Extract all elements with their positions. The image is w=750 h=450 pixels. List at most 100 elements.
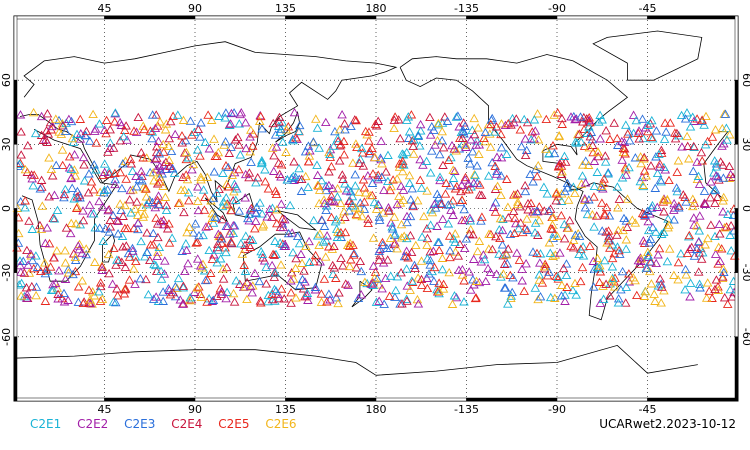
- occultation-marker: [289, 157, 299, 166]
- occultation-marker: [229, 108, 239, 117]
- occultation-marker: [718, 207, 728, 216]
- occultation-marker: [498, 269, 509, 278]
- occultation-marker: [63, 268, 74, 277]
- occultation-marker: [520, 180, 530, 190]
- occultation-marker: [622, 222, 632, 231]
- occultation-marker: [364, 136, 374, 145]
- occultation-marker: [697, 115, 707, 124]
- occultation-marker: [559, 219, 570, 229]
- occultation-marker: [308, 137, 319, 146]
- occultation-marker: [673, 257, 684, 267]
- occultation-marker: [485, 142, 496, 151]
- occultation-marker: [312, 170, 323, 179]
- occultation-marker: [168, 287, 178, 297]
- occultation-marker: [396, 267, 406, 277]
- occultation-marker: [188, 159, 199, 169]
- occultation-marker: [272, 204, 282, 214]
- occultation-marker: [331, 273, 341, 282]
- occultation-marker: [551, 195, 561, 205]
- occultation-marker: [74, 244, 84, 254]
- occultation-marker: [51, 160, 61, 169]
- frame-bar-left: [13, 208, 18, 273]
- occultation-marker: [228, 288, 239, 298]
- occultation-marker: [523, 198, 533, 208]
- occultation-marker: [91, 138, 102, 147]
- occultation-marker: [133, 112, 144, 122]
- occultation-marker: [318, 237, 329, 246]
- occultation-marker: [312, 160, 322, 169]
- occultation-marker: [288, 135, 298, 145]
- occultation-marker: [362, 278, 372, 288]
- occultation-marker: [232, 184, 242, 193]
- occultation-marker: [118, 242, 128, 251]
- occultation-marker: [357, 143, 367, 153]
- occultation-marker: [276, 124, 286, 133]
- occultation-marker: [446, 205, 456, 214]
- occultation-marker: [198, 185, 209, 194]
- occultation-marker: [497, 240, 508, 249]
- occultation-marker: [310, 285, 321, 294]
- frame-bar-top: [647, 15, 739, 20]
- occultation-marker: [577, 171, 588, 180]
- occultation-marker: [191, 238, 201, 247]
- occultation-marker: [588, 256, 599, 265]
- occultation-marker: [650, 296, 660, 305]
- occultation-marker: [383, 150, 393, 159]
- occultation-marker: [158, 160, 169, 169]
- occultation-marker: [244, 240, 255, 249]
- occultation-marker: [704, 286, 714, 295]
- occultation-marker: [46, 285, 57, 295]
- occultation-marker: [566, 112, 576, 121]
- occultation-marker: [67, 133, 78, 143]
- occultation-marker: [655, 274, 665, 283]
- occultation-marker: [453, 251, 464, 260]
- occultation-marker: [557, 189, 567, 198]
- occultation-marker: [364, 148, 375, 158]
- occultation-marker: [404, 170, 415, 180]
- occultation-marker: [261, 279, 272, 288]
- occultation-marker: [617, 173, 628, 182]
- occultation-marker: [384, 206, 394, 215]
- occultation-marker: [442, 116, 453, 125]
- legend: C2E1 C2E2 C2E3 C2E4 C2E5 C2E6: [30, 417, 309, 431]
- occultation-marker: [196, 174, 206, 184]
- occultation-marker: [225, 119, 236, 128]
- occultation-marker: [369, 273, 380, 282]
- occultation-marker: [712, 192, 723, 201]
- occultation-marker: [438, 160, 448, 169]
- lat-tick-label-right: 0: [740, 205, 750, 212]
- occultation-marker: [322, 231, 332, 240]
- occultation-marker: [324, 180, 334, 190]
- occultation-marker: [468, 229, 478, 239]
- occultation-marker: [405, 230, 416, 240]
- occultation-marker: [86, 177, 97, 186]
- occultation-marker: [495, 213, 506, 223]
- occultation-marker: [436, 199, 447, 208]
- occultation-marker: [117, 183, 127, 193]
- occultation-marker: [453, 111, 463, 120]
- occultation-marker: [445, 180, 456, 190]
- coastline: [277, 210, 318, 231]
- occultation-marker: [654, 149, 664, 159]
- occultation-marker: [510, 213, 520, 223]
- occultation-marker: [613, 203, 623, 212]
- occultation-marker: [200, 137, 211, 147]
- occultation-marker: [242, 294, 252, 304]
- occultation-marker: [674, 130, 684, 140]
- occultation-marker: [725, 230, 735, 239]
- occultation-marker: [240, 169, 251, 179]
- occultation-marker: [556, 291, 567, 300]
- occultation-marker: [508, 272, 518, 282]
- occultation-marker: [576, 179, 587, 188]
- occultation-marker: [321, 181, 331, 190]
- occultation-marker: [490, 197, 501, 207]
- occultation-marker: [477, 212, 487, 221]
- legend-item-c2e3: C2E3: [124, 417, 156, 431]
- occultation-marker: [356, 289, 366, 299]
- occultation-marker: [272, 218, 282, 228]
- occultation-marker: [374, 255, 384, 264]
- occultation-marker: [460, 172, 471, 182]
- occultation-marker: [492, 181, 503, 190]
- occultation-marker: [557, 166, 567, 176]
- occultation-marker: [282, 174, 293, 184]
